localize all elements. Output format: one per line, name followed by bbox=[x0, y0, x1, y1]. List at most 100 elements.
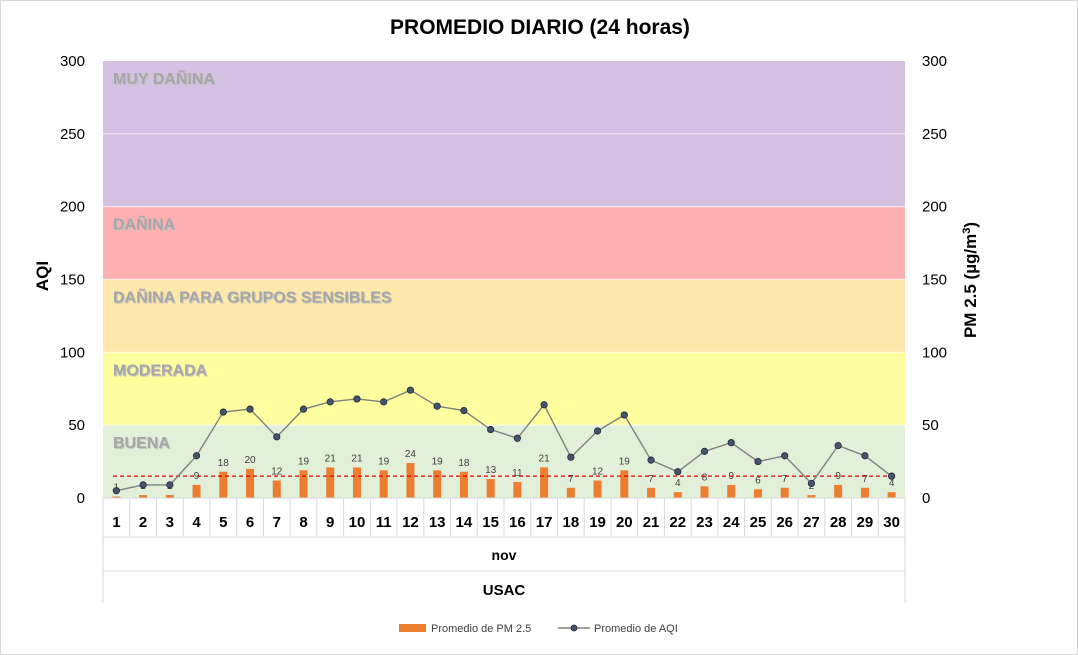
pm25-bar bbox=[219, 471, 228, 498]
pm25-bar bbox=[433, 470, 442, 498]
aqi-band-2 bbox=[103, 279, 905, 353]
legend-bar-label: Promedio de PM 2.5 bbox=[431, 623, 531, 635]
legend-bar-swatch bbox=[399, 624, 426, 632]
aqi-point bbox=[567, 453, 575, 461]
pm25-bar-label: 7 bbox=[782, 474, 788, 485]
y-tick-right: 150 bbox=[922, 272, 947, 289]
pm25-bar-label: 7 bbox=[648, 474, 654, 485]
y-axis-right-label-main: PM 2.5 (µg/m bbox=[961, 234, 980, 338]
pm25-bar-label: 8 bbox=[702, 472, 708, 483]
pm25-bar bbox=[540, 467, 549, 498]
y-tick-left: 250 bbox=[60, 126, 85, 143]
pm25-bar-label: 21 bbox=[325, 453, 337, 464]
aqi-point bbox=[513, 434, 521, 442]
aqi-point bbox=[727, 439, 735, 447]
aqi-point bbox=[540, 401, 548, 409]
aqi-point bbox=[593, 427, 602, 435]
x-category-label: 15 bbox=[482, 514, 499, 531]
legend-line-marker bbox=[570, 624, 578, 632]
pm25-bar bbox=[620, 470, 629, 498]
pm25-bar-label: 7 bbox=[568, 474, 574, 485]
x-category-label: 22 bbox=[669, 514, 686, 531]
y-tick-right: 250 bbox=[922, 126, 947, 143]
pm25-bar bbox=[299, 470, 308, 498]
pm25-bar bbox=[272, 480, 281, 498]
x-category-label: 6 bbox=[246, 514, 254, 531]
pm25-bar-label: 7 bbox=[862, 474, 868, 485]
aqi-band-labels: BUENA MODERADA DAÑINA PARA GRUPOS SENSIBLE… bbox=[113, 68, 392, 452]
pm25-bar-label: 18 bbox=[458, 458, 470, 469]
aqi-band-1 bbox=[103, 352, 905, 426]
x-category-label: 24 bbox=[723, 514, 740, 531]
y-tick-right: 0 bbox=[922, 490, 930, 507]
y-tick-right: 300 bbox=[922, 53, 947, 70]
pm25-bar-label: 24 bbox=[405, 449, 417, 460]
y-axis-right-label-sup: 3 bbox=[961, 228, 973, 234]
pm25-bar bbox=[513, 481, 522, 498]
x-category-label: 11 bbox=[376, 514, 392, 531]
x-category-label: 2 bbox=[139, 514, 147, 531]
y-axis-right-label: PM 2.5 (µg/m3) bbox=[961, 222, 980, 338]
pm25-bar-label: 9 bbox=[835, 471, 841, 482]
aqi-point bbox=[192, 452, 201, 460]
pm25-bar bbox=[139, 495, 148, 498]
aqi-point bbox=[487, 425, 495, 434]
pm25-bar bbox=[566, 487, 575, 498]
aqi-band-label-1: MODERADA bbox=[113, 362, 208, 379]
aqi-band-label-4: MUY DAÑINA bbox=[113, 68, 215, 88]
aqi-point bbox=[460, 406, 468, 415]
pm25-bar-label: 12 bbox=[271, 467, 283, 478]
pm25-bar bbox=[887, 492, 896, 498]
pm25-bar bbox=[326, 467, 335, 498]
pm25-bar-label: 6 bbox=[755, 475, 761, 486]
pm25-bar bbox=[807, 495, 816, 498]
pm25-bar-label: 13 bbox=[485, 465, 497, 476]
aqi-point bbox=[807, 479, 816, 488]
pm25-bar bbox=[593, 480, 602, 498]
x-category-label: 26 bbox=[776, 514, 793, 531]
x-group-label: nov bbox=[492, 547, 517, 563]
pm25-bar-label: 4 bbox=[889, 478, 895, 489]
pm25-bar-label: 20 bbox=[244, 455, 256, 466]
pm25-bar bbox=[700, 486, 709, 498]
pm25-bar-label: 9 bbox=[194, 471, 200, 482]
x-category-label: 17 bbox=[536, 514, 553, 531]
x-category-label: 13 bbox=[429, 514, 446, 531]
x-category-label: 27 bbox=[803, 514, 820, 531]
pm25-bar bbox=[352, 467, 361, 498]
aqi-point bbox=[834, 441, 842, 450]
pm25-bars bbox=[112, 463, 896, 498]
aqi-point bbox=[166, 481, 174, 489]
x-category-label: 1 bbox=[112, 514, 120, 531]
aqi-point bbox=[353, 395, 361, 403]
pm25-bar bbox=[246, 468, 255, 498]
aqi-point bbox=[326, 398, 334, 406]
aqi-point bbox=[781, 452, 789, 460]
aqi-point bbox=[674, 468, 682, 476]
aqi-point bbox=[299, 405, 308, 413]
x-category-label: 23 bbox=[696, 514, 713, 531]
pm25-bar-label: 18 bbox=[218, 458, 230, 469]
x-category-label: 21 bbox=[643, 514, 660, 531]
y-axis-left-label: AQI bbox=[33, 261, 52, 291]
aqi-point bbox=[112, 487, 120, 495]
x-category-label: 16 bbox=[509, 514, 526, 531]
pm25-bar bbox=[673, 492, 682, 498]
x-axis-categories: 1 2 3 4 5 6 7 8 9 10 11 12 13 14 15 16 17 18 19 20 21 22 23 24 2… bbox=[102, 497, 906, 603]
aqi-point bbox=[754, 457, 762, 466]
x-category-label: 10 bbox=[349, 514, 366, 531]
y-tick-left: 200 bbox=[60, 199, 85, 216]
aqi-band-label-0: BUENA bbox=[113, 435, 170, 452]
x-category-label: 14 bbox=[456, 514, 473, 531]
x-category-label: 12 bbox=[402, 514, 419, 531]
aqi-band-3 bbox=[103, 206, 905, 280]
pm25-bar bbox=[486, 479, 495, 498]
grid-lines bbox=[103, 133, 905, 426]
pm25-bar bbox=[753, 489, 762, 498]
pm25-bar bbox=[459, 471, 468, 498]
y-tick-right: 50 bbox=[922, 417, 939, 434]
y-tick-right: 200 bbox=[922, 199, 947, 216]
aqi-point bbox=[406, 386, 415, 394]
aqi-point bbox=[433, 402, 441, 410]
pm25-bar bbox=[647, 487, 656, 498]
